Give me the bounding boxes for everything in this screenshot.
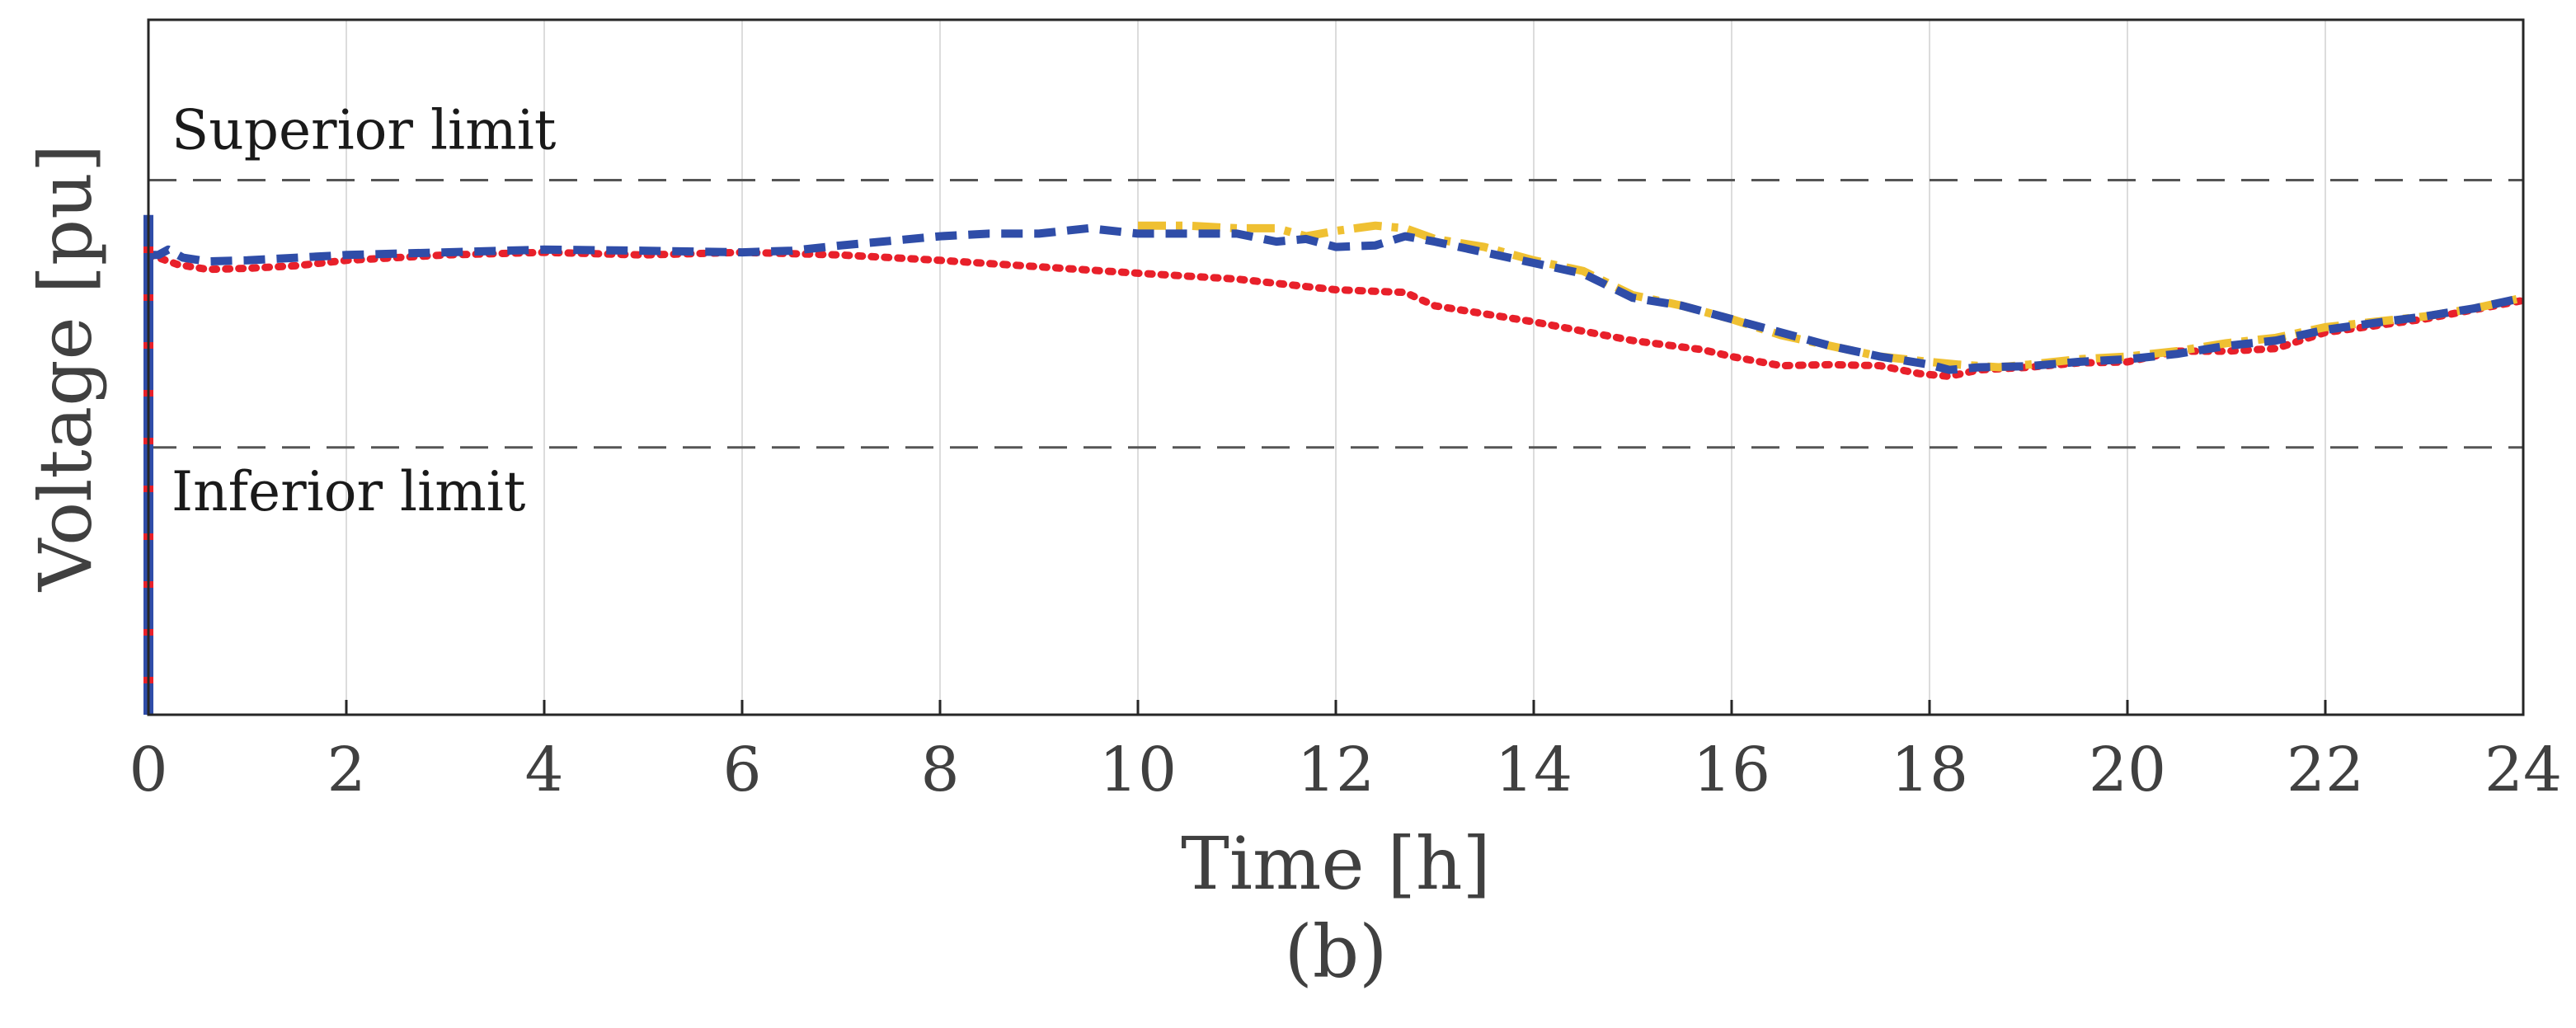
superior-limit-label: Superior limit — [172, 99, 556, 162]
x-tick-label-20: 20 — [2089, 735, 2166, 805]
x-tick-label-12: 12 — [1297, 735, 1375, 805]
y-axis-label: Voltage [pu] — [23, 144, 108, 592]
x-axis-label: Time [h] — [1181, 821, 1491, 906]
x-tick-label-22: 22 — [2287, 735, 2364, 805]
x-tick-label-18: 18 — [1891, 735, 1968, 805]
x-ticks: 0 2 4 6 8 10 12 14 16 18 20 22 24 — [129, 700, 2562, 805]
x-tick-label-16: 16 — [1693, 735, 1770, 805]
x-tick-label-24: 24 — [2484, 735, 2562, 805]
ref-labels: Superior limit Inferior limit — [172, 99, 556, 523]
x-tick-label-4: 4 — [524, 735, 563, 805]
x-tick-label-14: 14 — [1495, 735, 1572, 805]
x-tick-label-10: 10 — [1099, 735, 1177, 805]
x-tick-label-8: 8 — [920, 735, 959, 805]
reference-lines — [148, 179, 2523, 449]
x-tick-label-0: 0 — [129, 735, 167, 805]
x-tick-label-6: 6 — [722, 735, 761, 805]
inferior-limit-label: Inferior limit — [172, 460, 525, 523]
grid-layer — [346, 20, 2326, 715]
x-tick-label-2: 2 — [327, 735, 365, 805]
chart-caption: (b) — [1285, 909, 1388, 994]
series-line-blue-dashed — [148, 223, 2525, 374]
